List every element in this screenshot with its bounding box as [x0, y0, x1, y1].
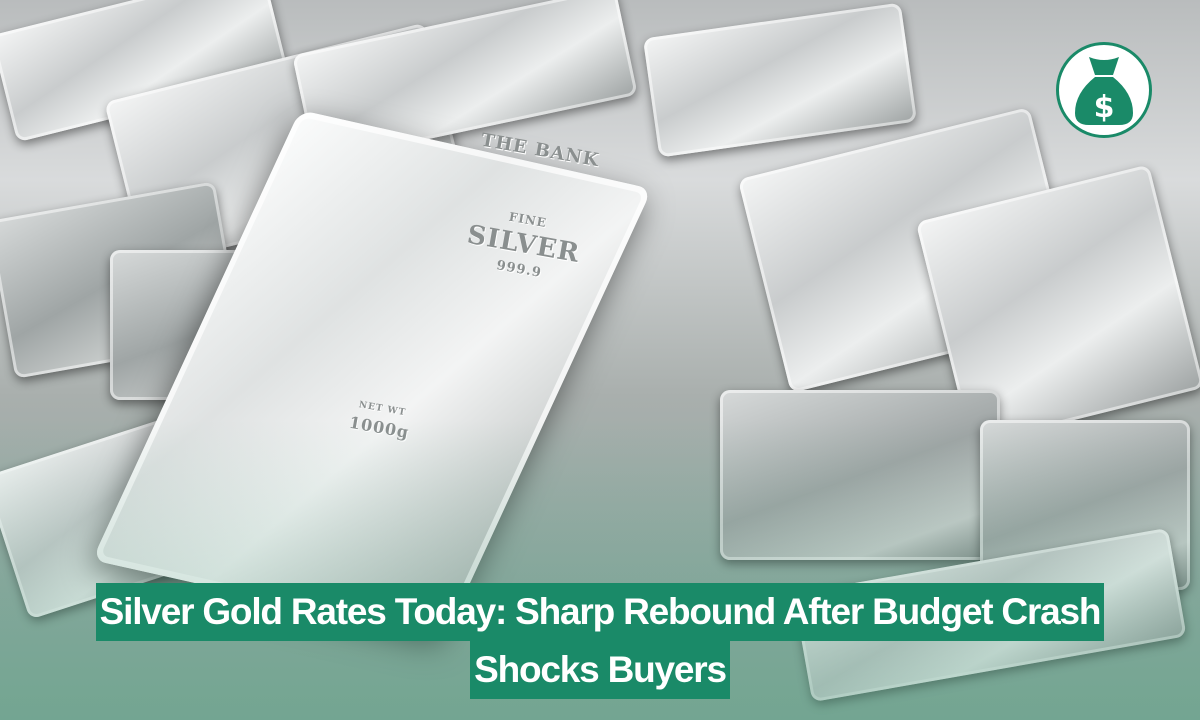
headline-line-2: Shocks Buyers [470, 641, 730, 699]
engraving-metal: SILVER [464, 219, 583, 270]
silver-bar [720, 390, 1000, 560]
engraving-top-group: THE BANK FINE SILVER 999.9 [459, 129, 601, 288]
silver-bar [642, 2, 918, 158]
engraving-maker: THE BANK [479, 129, 601, 172]
headline: Silver Gold Rates Today: Sharp Rebound A… [0, 583, 1200, 699]
svg-text:$: $ [1094, 90, 1115, 125]
money-bag-dollar-icon: $ [1056, 42, 1152, 138]
headline-line-1: Silver Gold Rates Today: Sharp Rebound A… [95, 583, 1105, 641]
